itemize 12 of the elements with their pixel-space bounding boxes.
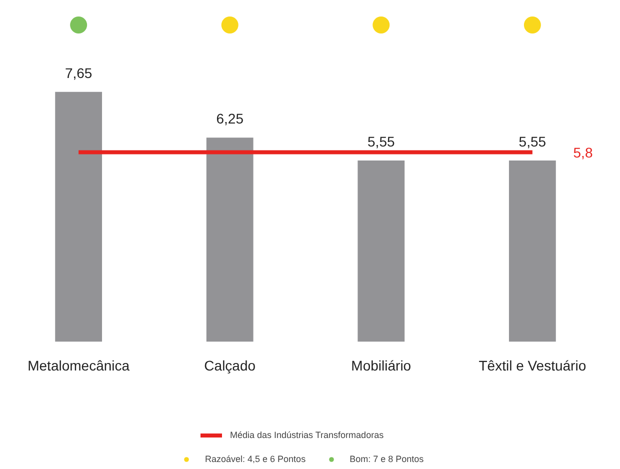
data-label: 5,55 <box>518 133 546 150</box>
legend-label: Bom: 7 e 8 Pontos <box>350 453 424 465</box>
data-label: 7,65 <box>64 64 92 81</box>
x-tick-label: Metalomecânica <box>28 358 130 374</box>
text: 5,8 <box>573 144 593 160</box>
x-tick-label: Mobiliário <box>351 358 412 374</box>
legend-label: Média das Indústrias Transformadoras <box>230 429 384 441</box>
data-label: 6,25 <box>216 110 244 127</box>
x-tick-label: Calçado <box>204 358 256 374</box>
data-label: 5,55 <box>368 133 395 150</box>
legend-label: Razoável: 4,5 e 6 Pontos <box>205 453 306 465</box>
x-tick-label: Têxtil e Vestuário <box>478 358 586 374</box>
